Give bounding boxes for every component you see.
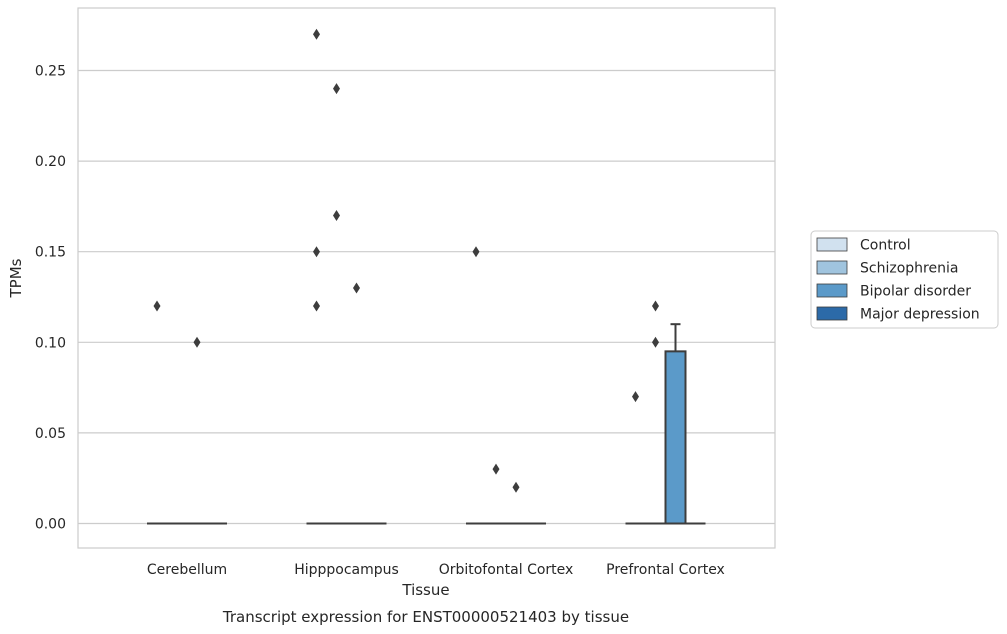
- box-group: [326, 83, 347, 525]
- box-group: [664, 323, 687, 525]
- box-plot-marks: [147, 28, 706, 525]
- x-tick-label: Cerebellum: [147, 562, 227, 578]
- outlier-point: [333, 83, 340, 95]
- x-tick-label: Hipppocampus: [294, 562, 399, 578]
- box-iqr: [664, 350, 687, 525]
- legend-label: Schizophrenia: [860, 261, 958, 277]
- y-axis-title: TPMs: [7, 258, 25, 298]
- outlier-point: [632, 391, 639, 403]
- legend-label: Control: [860, 238, 911, 254]
- y-axis-ticks: 0.00 0.05 0.10 0.15 0.20 0.25: [35, 64, 66, 533]
- y-tick-label: 0.05: [35, 426, 66, 442]
- outlier-point: [652, 336, 659, 348]
- x-tick-label: Prefrontal Cortex: [606, 562, 725, 578]
- legend-swatch: [816, 306, 848, 321]
- y-tick-label: 0.25: [35, 64, 66, 80]
- outlier-point: [153, 300, 161, 312]
- x-axis-ticks: Cerebellum Hipppocampus Orbitofontal Corte…: [147, 562, 725, 578]
- outlier-point: [313, 28, 320, 40]
- box-group: [645, 300, 666, 525]
- outlier-point: [193, 336, 201, 348]
- x-axis-title: Tissue: [401, 581, 449, 599]
- box-group: [147, 300, 167, 525]
- box-group: [625, 391, 646, 525]
- legend-swatch: [816, 283, 848, 298]
- legend-swatch: [816, 237, 848, 252]
- y-tick-label: 0.10: [35, 335, 66, 351]
- outlier-point: [492, 463, 500, 475]
- outlier-point: [353, 282, 360, 294]
- box-group: [346, 282, 367, 525]
- outlier-point: [313, 300, 320, 312]
- box-group: [506, 481, 526, 525]
- outlier-point: [512, 481, 520, 493]
- outlier-point: [333, 209, 340, 221]
- box-group: [466, 246, 486, 525]
- y-tick-label: 0.20: [35, 154, 66, 170]
- outlier-point: [472, 246, 480, 258]
- box-group: [306, 28, 327, 525]
- legend-swatch: [816, 260, 848, 275]
- box-group: [187, 336, 207, 525]
- legend-frame: [810, 230, 999, 329]
- outlier-point: [313, 246, 320, 258]
- y-tick-label: 0.00: [35, 517, 66, 533]
- legend-label: Bipolar disorder: [860, 284, 971, 300]
- box-group: [486, 463, 506, 525]
- legend-label: Major depression: [860, 307, 980, 323]
- y-tick-label: 0.15: [35, 245, 66, 261]
- x-tick-label: Orbitofontal Cortex: [439, 562, 574, 578]
- chart-caption: Transcript expression for ENST0000052140…: [222, 608, 629, 626]
- outlier-point: [652, 300, 659, 312]
- legend: Control Schizophrenia Bipolar disorder Majo…: [810, 230, 999, 329]
- plot-area-frame: [77, 7, 776, 549]
